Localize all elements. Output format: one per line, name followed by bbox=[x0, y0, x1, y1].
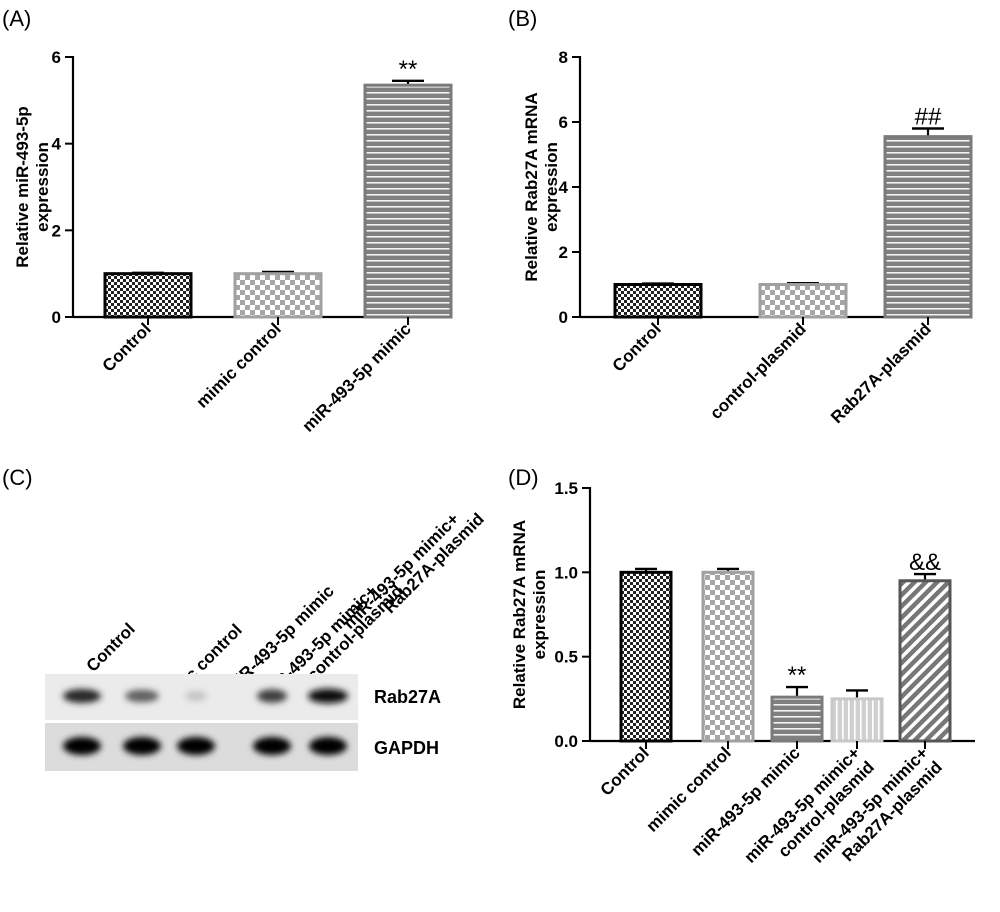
blot-band-rab27a-4 bbox=[257, 689, 287, 703]
y-axis-label-line: Relative miR-493-5p bbox=[13, 106, 32, 268]
significance-label: && bbox=[909, 549, 941, 576]
y-tick-label: 6 bbox=[559, 113, 568, 132]
blot-band-rab27a-1 bbox=[63, 688, 101, 704]
blot-band-rab27a-3 bbox=[185, 691, 207, 701]
blot-lane-label: Control bbox=[83, 619, 139, 675]
y-tick-label: 4 bbox=[559, 178, 569, 197]
blot-band-rab27a-2 bbox=[125, 689, 159, 703]
blot-band-gapdh-5 bbox=[309, 737, 347, 755]
y-tick-label: 0 bbox=[559, 308, 568, 327]
panel-letter-d: (D) bbox=[508, 465, 539, 490]
bar-a-3 bbox=[363, 83, 453, 319]
x-tick-label: Control bbox=[99, 319, 155, 375]
x-tick-label-line: miR-493-5p mimic bbox=[299, 319, 415, 435]
blot-band-gapdh-1 bbox=[63, 737, 101, 755]
x-tick-label: Control bbox=[597, 743, 653, 799]
y-axis-label-line: Relative Rab27A mRNA bbox=[522, 92, 541, 281]
bar-b-1 bbox=[613, 283, 703, 319]
bar-a-2 bbox=[233, 272, 323, 319]
blot-band-gapdh-2 bbox=[123, 737, 161, 755]
bar-a-1 bbox=[103, 272, 193, 319]
y-tick-label: 2 bbox=[559, 243, 568, 262]
panel-letter-a: (A) bbox=[2, 6, 31, 31]
y-tick-label: 0.5 bbox=[554, 648, 578, 667]
bar-d-5 bbox=[898, 579, 952, 743]
panel-letter-b: (B) bbox=[508, 6, 537, 31]
x-tick-label-line: mimic control bbox=[193, 319, 285, 411]
y-tick-label: 1.0 bbox=[554, 563, 578, 582]
x-tick-label-line: Control bbox=[597, 743, 653, 799]
y-tick-label: 1.5 bbox=[554, 479, 578, 498]
band-label-rab27a: Rab27A bbox=[374, 687, 441, 707]
y-axis-label: Relative Rab27A mRNAexpression bbox=[522, 92, 561, 281]
bar-d-4 bbox=[830, 697, 884, 743]
x-tick-label-line: Control bbox=[609, 319, 665, 375]
chart-panel-d: 0.0 0.5 1.0 1.5 Relative Rab27A mRNAexpressi… bbox=[510, 479, 975, 867]
blot-band-gapdh-4 bbox=[253, 737, 291, 755]
blot-lane-label: miR-493-5p mimic+ bbox=[339, 509, 462, 632]
y-axis-label: Relative miR-493-5pexpression bbox=[13, 106, 52, 268]
bar-b-3 bbox=[883, 135, 973, 319]
y-tick-label: 6 bbox=[52, 48, 61, 67]
chart-panel-a: 0 2 4 6 Relative miR-493-5pexpression Control… bbox=[13, 48, 453, 436]
x-tick-label-line: Rab27A-plasmid bbox=[827, 319, 935, 427]
blot-band-gapdh-3 bbox=[177, 737, 215, 755]
x-tick-label-line: control-plasmid bbox=[706, 319, 810, 423]
x-tick-label: Rab27A-plasmid bbox=[827, 319, 935, 427]
x-tick-label: Control bbox=[609, 319, 665, 375]
y-tick-label: 8 bbox=[559, 48, 568, 67]
bar-d-3 bbox=[770, 695, 824, 743]
y-axis-label-line: expression bbox=[530, 570, 549, 660]
y-axis-label-line: Relative Rab27A mRNA bbox=[510, 520, 529, 709]
panel-letter-c: (C) bbox=[2, 465, 33, 490]
blot-band-rab27a-5 bbox=[308, 688, 348, 704]
blot-bands bbox=[63, 688, 348, 755]
x-tick-label: control-plasmid bbox=[706, 319, 810, 423]
y-tick-label: 0 bbox=[52, 308, 61, 327]
significance-label: ** bbox=[788, 662, 807, 689]
x-tick-label-line: Control bbox=[99, 319, 155, 375]
band-label-gapdh: GAPDH bbox=[374, 738, 439, 758]
bar-d-1 bbox=[619, 570, 673, 743]
y-tick-label: 0.0 bbox=[554, 732, 578, 751]
y-tick-label: 4 bbox=[52, 135, 62, 154]
bar-b-2 bbox=[758, 283, 848, 319]
y-axis-label-line: expression bbox=[33, 142, 52, 232]
x-tick-label: mimic control bbox=[193, 319, 285, 411]
significance-label: ## bbox=[915, 104, 942, 131]
x-tick-label: miR-493-5p mimic bbox=[299, 319, 415, 435]
significance-label: ** bbox=[399, 56, 418, 83]
y-axis-label-line: expression bbox=[542, 142, 561, 232]
y-tick-label: 2 bbox=[52, 221, 61, 240]
chart-panel-b: 0 2 4 6 8 Relative Rab27A mRNAexpression Contr… bbox=[522, 48, 973, 427]
bar-d-2 bbox=[701, 570, 755, 743]
y-axis-label: Relative Rab27A mRNAexpression bbox=[510, 520, 549, 709]
